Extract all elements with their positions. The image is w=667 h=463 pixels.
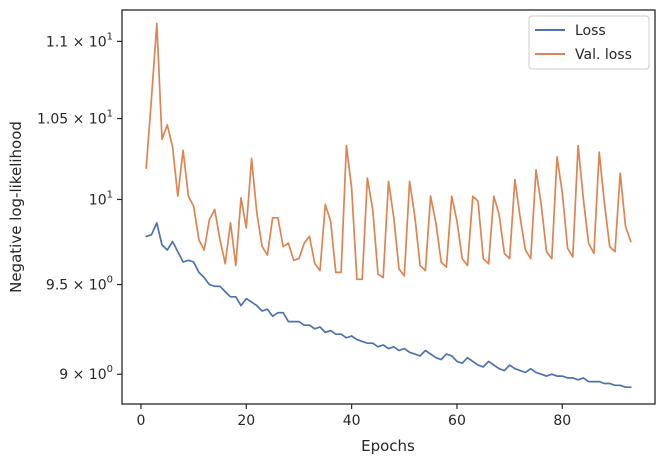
y-tick-label-exponent: 0 — [107, 364, 113, 375]
x-tick-label: 0 — [136, 413, 145, 429]
series-line-val-loss — [145, 22, 632, 281]
x-tick-label: 20 — [237, 413, 255, 429]
y-tick-label-exponent: 0 — [107, 275, 113, 286]
x-axis-title: Epochs — [361, 437, 415, 455]
x-axis-ticks: 0 20 40 60 80 — [136, 404, 571, 429]
legend-label-val-loss: Val. loss — [575, 47, 632, 63]
y-tick-label: 1.1 × 101 — [46, 31, 113, 50]
y-tick-label: 9 × 100 — [59, 364, 113, 383]
y-tick-label-base: 1.1 × 10 — [46, 34, 107, 50]
y-tick-label-exponent: 1 — [107, 109, 113, 120]
series-layer — [145, 22, 632, 389]
x-tick-label: 40 — [343, 413, 361, 429]
y-tick-label-base: 9.5 × 10 — [46, 278, 107, 294]
y-axis-title: Negative log-likelihood — [7, 121, 25, 293]
x-tick-label: 80 — [553, 413, 571, 429]
legend: Loss Val. loss — [528, 15, 650, 70]
series-line-loss — [145, 222, 632, 389]
y-tick-label: 9.5 × 100 — [46, 275, 113, 294]
y-tick-label: 1.05 × 101 — [37, 109, 113, 128]
y-tick-label-exponent: 1 — [107, 189, 113, 200]
plot-frame — [121, 9, 656, 405]
y-tick-label-base: 9 × 10 — [59, 367, 106, 383]
x-tick-label: 60 — [448, 413, 466, 429]
y-tick-label: 101 — [89, 189, 113, 208]
legend-label-loss: Loss — [575, 23, 606, 39]
y-tick-label-base: 10 — [89, 192, 107, 208]
y-tick-label-base: 1.05 × 10 — [37, 112, 107, 128]
y-tick-label-exponent: 1 — [107, 31, 113, 42]
